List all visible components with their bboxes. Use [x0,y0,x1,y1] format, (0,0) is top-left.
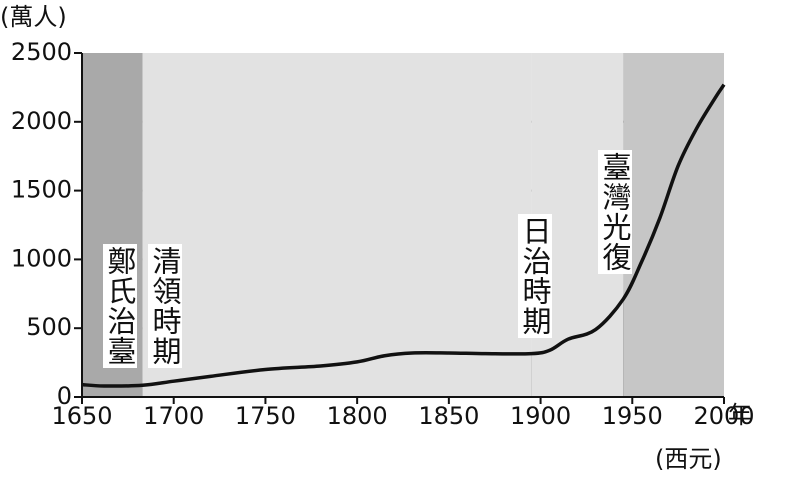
y-tick-label: 1000 [11,244,72,272]
period-label: 臺灣光復 [598,150,632,274]
y-tick-label: 2500 [11,38,72,66]
period-region [142,53,532,397]
y-tick-label: 0 [57,382,72,410]
x-tick-label: 2000 [693,402,754,430]
y-tick-label: 1500 [11,176,72,204]
x-tick-label: 1700 [143,402,204,430]
y-tick-label: 2000 [11,107,72,135]
x-unit: 年 [728,401,752,429]
x-unit-note: (西元) [655,445,722,473]
period-label: 日治時期 [518,214,552,338]
period-label: 清領時期 [148,244,182,368]
period-label: 鄭氏治臺 [103,244,137,368]
y-unit: (萬人) [0,3,67,31]
x-tick-label: 1750 [235,402,296,430]
x-tick-label: 1900 [510,402,571,430]
x-tick-label: 1850 [418,402,479,430]
x-tick-label: 1950 [602,402,663,430]
x-tick-label: 1650 [51,402,112,430]
x-tick-label: 1800 [327,402,388,430]
population-line [81,83,726,388]
y-tick-label: 500 [26,313,72,341]
